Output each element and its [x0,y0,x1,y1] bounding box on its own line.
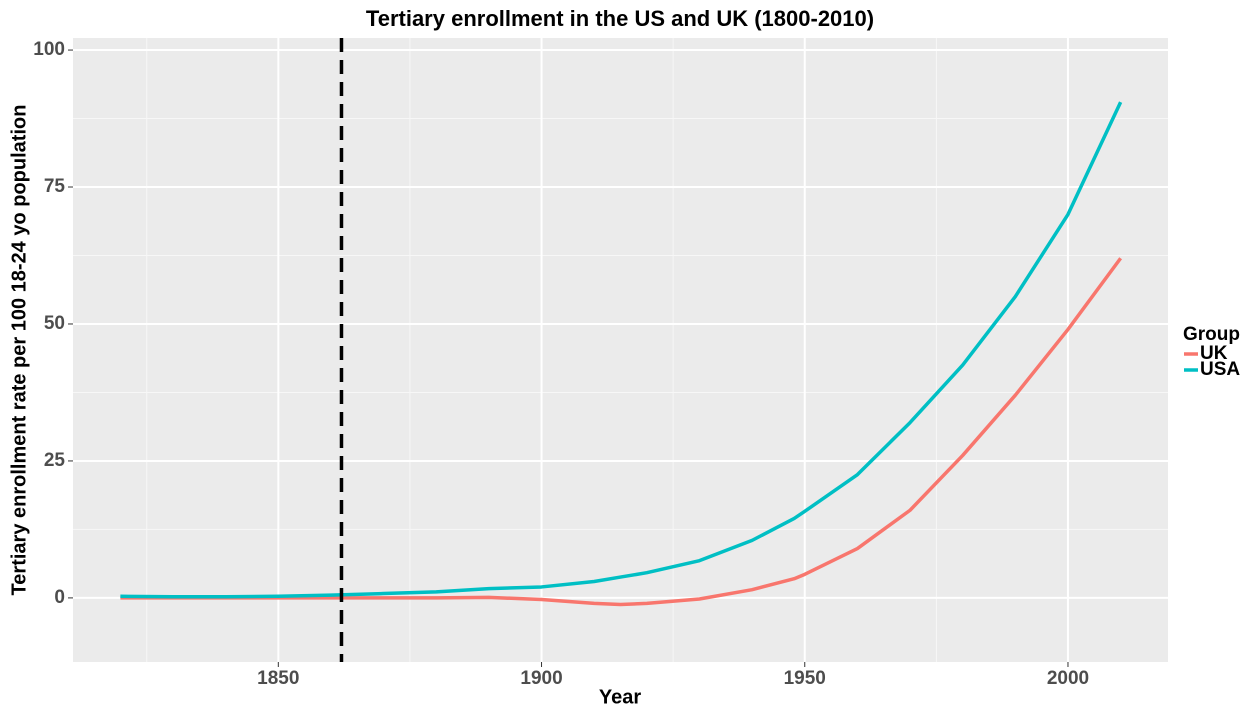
legend-label: UK [1200,343,1228,364]
legend-label: USA [1200,359,1240,380]
legend-title: Group [1183,324,1240,345]
x-tick-label: 1950 [784,668,826,689]
x-axis-label: Year [599,686,641,708]
y-tick-label: 75 [44,176,66,197]
y-tick-label: 0 [54,587,65,608]
y-tick-label: 100 [33,39,65,60]
x-tick-label: 2000 [1047,668,1089,689]
series-line [120,257,1123,607]
plot-background [73,38,1168,662]
x-tick-label: 1850 [257,668,299,689]
y-tick-label: 50 [44,313,65,334]
series-line [120,101,1123,599]
x-tick-label: 1900 [520,668,562,689]
y-axis-label: Tertiary enrollment rate per 100 18-24 y… [8,105,30,596]
chart-title: Tertiary enrollment in the US and UK (18… [366,6,874,31]
y-tick-label: 25 [44,450,66,471]
